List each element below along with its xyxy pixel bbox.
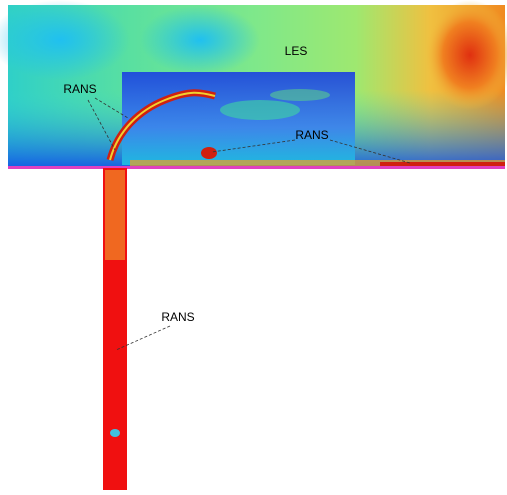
leader-lines bbox=[87, 97, 411, 351]
region-label: LES bbox=[285, 44, 308, 58]
region-label: RANS bbox=[63, 82, 96, 96]
region-label: RANS bbox=[161, 310, 194, 324]
region-label: RANS bbox=[295, 128, 328, 142]
